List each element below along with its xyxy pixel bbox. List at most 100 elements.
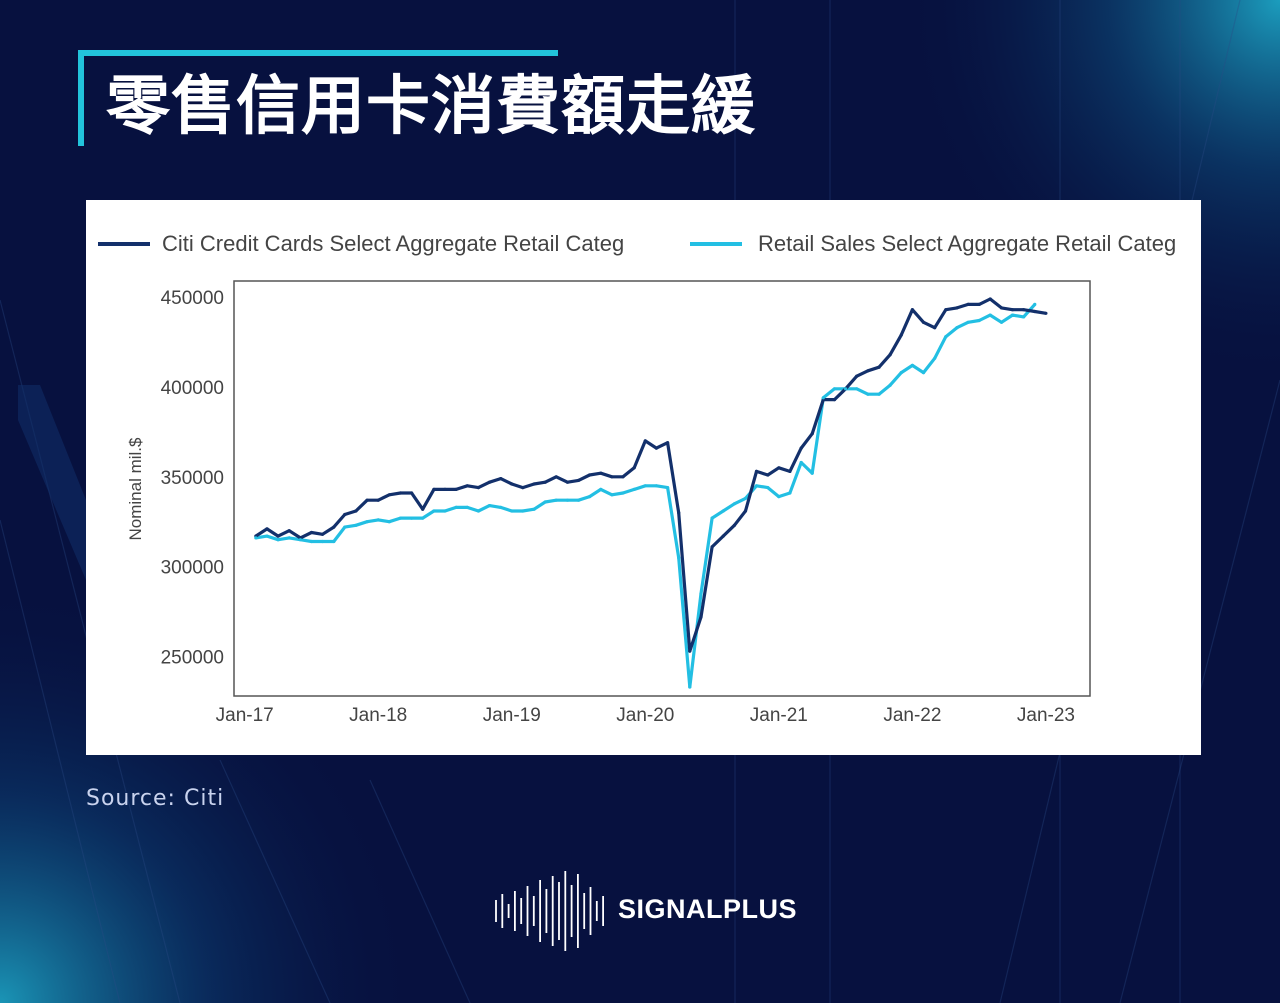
data-point-citi <box>343 512 347 517</box>
data-point-retail <box>688 685 692 689</box>
data-point-retail <box>320 539 325 544</box>
data-point-retail <box>921 371 926 375</box>
data-point-citi <box>621 475 625 479</box>
data-point-citi <box>309 530 314 535</box>
data-point-citi <box>387 493 391 497</box>
legend: Citi Credit Cards Select Aggregate Retai… <box>98 231 1176 256</box>
data-point-citi <box>888 353 892 357</box>
data-point-retail <box>944 335 948 339</box>
data-point-citi <box>710 545 714 549</box>
data-point-retail <box>610 493 614 497</box>
data-point-citi <box>565 480 570 484</box>
data-point-citi <box>732 523 737 527</box>
data-point-retail <box>254 536 258 540</box>
x-tick-label: Jan-23 <box>1017 705 1075 726</box>
data-point-retail <box>999 320 1004 324</box>
y-axis: 250000 300000 350000 400000 450000 <box>161 288 224 668</box>
data-point-retail <box>476 509 480 513</box>
data-point-retail <box>343 525 347 529</box>
x-axis: Jan-17 Jan-18 Jan-19 Jan-20 Jan-21 Jan-22 Jan-… <box>216 705 1075 726</box>
data-point-retail <box>576 498 581 502</box>
data-point-citi <box>766 473 770 477</box>
data-point-retail <box>766 486 770 490</box>
y-tick-label: 250000 <box>161 647 224 668</box>
title-accent-side <box>78 50 84 146</box>
data-point-retail <box>276 538 280 542</box>
data-point-retail <box>543 500 547 504</box>
data-point-citi <box>265 527 269 531</box>
data-point-retail <box>721 509 725 513</box>
data-point-citi <box>955 306 959 310</box>
data-point-citi <box>432 487 436 491</box>
data-point-citi <box>799 446 803 450</box>
x-tick-label: Jan-22 <box>883 705 941 726</box>
brand-name: SIGNALPLUS <box>618 894 798 924</box>
data-point-citi <box>910 308 915 312</box>
data-point-citi <box>376 498 380 502</box>
data-point-retail <box>354 523 358 527</box>
data-point-citi <box>454 487 458 491</box>
data-point-retail <box>955 326 959 330</box>
data-point-citi <box>532 482 536 486</box>
data-point-citi <box>421 507 425 511</box>
data-point-citi <box>988 297 992 301</box>
data-point-retail <box>588 495 592 499</box>
y-tick-label: 350000 <box>161 468 224 489</box>
line-chart: Citi Credit Cards Select Aggregate Retai… <box>98 231 1176 726</box>
data-point-retail <box>933 356 937 360</box>
data-point-citi <box>666 441 670 445</box>
legend-label-retail: Retail Sales Select Aggregate Retail Cat… <box>758 231 1176 256</box>
data-point-citi <box>287 529 291 533</box>
data-point-citi <box>632 466 636 470</box>
data-point-retail <box>910 363 915 367</box>
data-point-retail <box>754 484 759 488</box>
data-point-citi <box>921 320 926 324</box>
data-point-retail <box>888 383 892 387</box>
data-point-retail <box>510 509 514 513</box>
data-point-citi <box>777 466 781 470</box>
data-point-citi <box>1033 309 1037 314</box>
data-point-retail <box>599 487 603 491</box>
y-tick-label: 450000 <box>161 288 224 309</box>
data-point-citi <box>877 365 881 369</box>
page-title: 零售信用卡消費額走緩 <box>106 70 756 144</box>
data-point-citi <box>977 302 981 306</box>
x-tick-label: Jan-18 <box>349 705 407 726</box>
y-tick-label: 300000 <box>161 558 224 579</box>
data-point-citi <box>410 491 414 495</box>
data-point-retail <box>877 392 881 396</box>
data-point-retail <box>554 498 558 502</box>
legend-label-citi: Citi Credit Cards Select Aggregate Retai… <box>162 231 624 256</box>
data-point-retail <box>410 516 414 520</box>
y-tick-label: 400000 <box>161 378 224 399</box>
data-point-citi <box>521 486 525 490</box>
data-point-retail <box>287 536 291 540</box>
data-point-citi <box>1022 308 1026 312</box>
data-point-citi <box>855 374 859 378</box>
data-point-citi <box>599 471 603 475</box>
y-axis-label: Nominal mil.$ <box>126 437 145 541</box>
data-point-citi <box>654 446 659 450</box>
data-point-citi <box>933 326 937 330</box>
data-point-retail <box>643 484 647 488</box>
data-point-citi <box>677 511 681 515</box>
waveform-icon <box>495 871 604 951</box>
data-point-retail <box>521 509 525 513</box>
data-point-retail <box>743 496 748 500</box>
data-point-retail <box>365 520 369 524</box>
title-frame <box>78 50 558 148</box>
data-point-retail <box>443 509 447 513</box>
data-point-citi <box>999 306 1004 310</box>
data-point-citi <box>510 482 514 486</box>
data-point-retail <box>732 502 737 506</box>
data-point-retail <box>621 491 625 495</box>
data-point-citi <box>966 302 970 306</box>
data-point-retail <box>465 505 469 509</box>
data-point-citi <box>332 525 336 529</box>
data-point-citi <box>1010 308 1015 312</box>
data-point-retail <box>988 313 992 317</box>
data-point-retail <box>421 516 425 520</box>
data-point-retail <box>832 387 837 391</box>
data-point-citi <box>354 509 358 513</box>
data-point-citi <box>832 398 837 402</box>
